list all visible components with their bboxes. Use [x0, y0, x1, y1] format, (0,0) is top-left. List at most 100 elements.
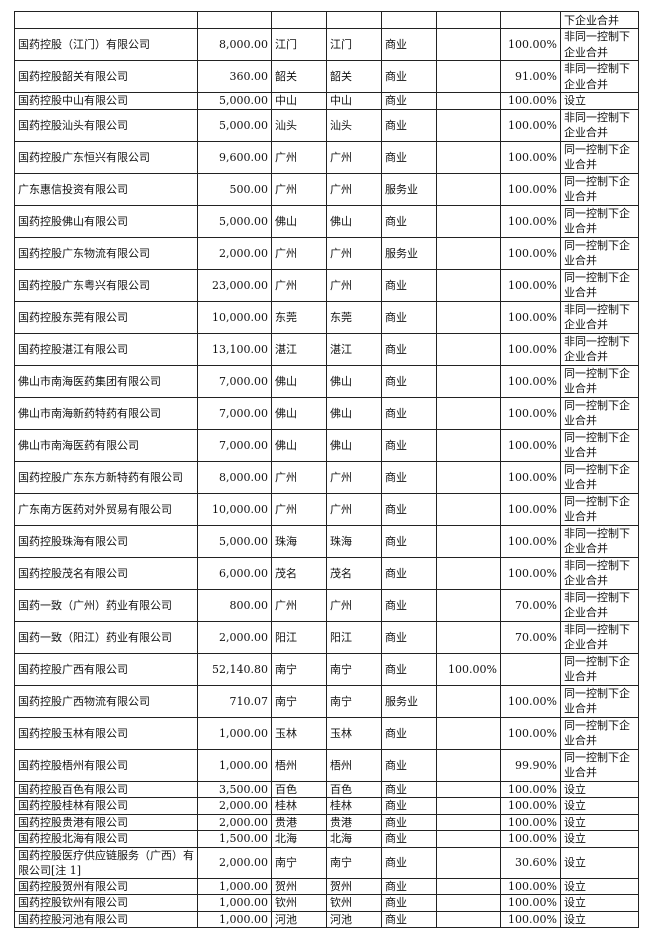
- indirect-holding: 70.00%: [500, 620, 561, 654]
- business-nature: 商业: [381, 28, 437, 61]
- table-row: 佛山市南海医药集团有限公司 7,000.00 佛山 佛山 商业 100.00% 同一控制下企…: [14, 364, 639, 398]
- indirect-holding: 100.00%: [500, 780, 561, 798]
- registered-capital: 13,100.00: [197, 332, 272, 366]
- main-location: 南宁: [271, 652, 327, 686]
- company-name: 国药一致（阳江）药业有限公司: [14, 620, 198, 654]
- company-name: 国药控股梧州有限公司: [14, 748, 198, 782]
- table-row: 广东南方医药对外贸易有限公司 10,000.00 广州 广州 商业 100.00% 同一控制…: [14, 492, 639, 526]
- indirect-holding: 100.00%: [500, 894, 561, 912]
- acquisition-method: 同一控制下企业合并: [560, 268, 639, 302]
- company-name: 国药一致（广州）药业有限公司: [14, 588, 198, 622]
- main-location: 佛山: [271, 364, 327, 398]
- main-location: 广州: [271, 140, 327, 174]
- main-location: 东莞: [271, 300, 327, 334]
- registration-place: 湛江: [326, 332, 382, 366]
- company-name: 国药控股韶关有限公司: [14, 60, 198, 93]
- business-nature: 商业: [381, 140, 437, 174]
- table-row: 国药控股广东恒兴有限公司 9,600.00 广州 广州 商业 100.00% 同一控制下企业…: [14, 140, 639, 174]
- direct-holding: 100.00%: [436, 652, 501, 686]
- direct-holding: [436, 813, 501, 831]
- business-nature: 商业: [381, 588, 437, 622]
- business-nature: 商业: [381, 894, 437, 912]
- main-location: 南宁: [271, 846, 327, 879]
- company-name: 国药控股茂名有限公司: [14, 556, 198, 590]
- company-name: 国药控股百色有限公司: [14, 780, 198, 798]
- main-location: 南宁: [271, 684, 327, 718]
- main-location: 广州: [271, 588, 327, 622]
- registered-capital: 3,500.00: [197, 780, 272, 798]
- indirect-holding: 100.00%: [500, 684, 561, 718]
- registration-place: 广州: [326, 492, 382, 526]
- main-location: 北海: [271, 830, 327, 848]
- direct-holding: [436, 748, 501, 782]
- table-row: 国药控股湛江有限公司 13,100.00 湛江 湛江 商业 100.00% 非同一控制下企业…: [14, 332, 639, 366]
- table-row: 国药一致（阳江）药业有限公司 2,000.00 阳江 阳江 商业 70.00% 非同一控制下…: [14, 620, 639, 654]
- main-location: 玉林: [271, 716, 327, 750]
- indirect-holding: 100.00%: [500, 172, 561, 206]
- registration-place: 南宁: [326, 684, 382, 718]
- registration-place: 佛山: [326, 364, 382, 398]
- registered-capital: 800.00: [197, 588, 272, 622]
- registered-capital: 2,000.00: [197, 620, 272, 654]
- company-name: 国药控股玉林有限公司: [14, 716, 198, 750]
- indirect-holding: 100.00%: [500, 813, 561, 831]
- acquisition-method: 同一控制下企业合并: [560, 428, 639, 462]
- indirect-holding: 100.00%: [500, 910, 561, 928]
- direct-holding: [436, 108, 501, 142]
- business-nature: 商业: [381, 460, 437, 494]
- business-nature: 商业: [381, 428, 437, 462]
- business-nature: 商业: [381, 204, 437, 238]
- business-nature: 商业: [381, 716, 437, 750]
- registration-place: 珠海: [326, 524, 382, 558]
- business-nature: 商业: [381, 846, 437, 879]
- registration-place: 河池: [326, 910, 382, 928]
- business-nature: 商业: [381, 268, 437, 302]
- company-name: 国药控股广西物流有限公司: [14, 684, 198, 718]
- main-location: 佛山: [271, 396, 327, 430]
- main-location: 茂名: [271, 556, 327, 590]
- company-name: 国药控股广西有限公司: [14, 652, 198, 686]
- registration-place: 阳江: [326, 620, 382, 654]
- company-name: 国药控股广东粤兴有限公司: [14, 268, 198, 302]
- main-location: 阳江: [271, 620, 327, 654]
- direct-holding: [436, 716, 501, 750]
- table-row: 国药控股河池有限公司 1,000.00 河池 河池 商业 100.00% 设立: [14, 910, 639, 928]
- direct-holding: [436, 140, 501, 174]
- registration-place: 梧州: [326, 748, 382, 782]
- acquisition-method: 同一控制下企业合并: [560, 684, 639, 718]
- acquisition-method: 非同一控制下企业合并: [560, 60, 639, 93]
- table-row: 国药控股贺州有限公司 1,000.00 贺州 贺州 商业 100.00% 设立: [14, 877, 639, 895]
- direct-holding: [436, 620, 501, 654]
- business-nature: 商业: [381, 620, 437, 654]
- business-nature: 商业: [381, 92, 437, 110]
- registered-capital: 5,000.00: [197, 92, 272, 110]
- direct-holding: [436, 172, 501, 206]
- company-name: 国药控股珠海有限公司: [14, 524, 198, 558]
- acquisition-method: 非同一控制下企业合并: [560, 332, 639, 366]
- acquisition-method: 设立: [560, 910, 639, 928]
- business-nature: 商业: [381, 108, 437, 142]
- registered-capital: 6,000.00: [197, 556, 272, 590]
- business-nature: 商业: [381, 797, 437, 815]
- company-name: 国药控股东莞有限公司: [14, 300, 198, 334]
- registration-place: 广州: [326, 588, 382, 622]
- direct-holding: [436, 556, 501, 590]
- acquisition-method: 非同一控制下企业合并: [560, 524, 639, 558]
- company-name: 国药控股中山有限公司: [14, 92, 198, 110]
- table-row: 国药控股广西物流有限公司 710.07 南宁 南宁 服务业 100.00% 同一控制下企业合…: [14, 684, 639, 718]
- main-location: 广州: [271, 492, 327, 526]
- registration-place: 茂名: [326, 556, 382, 590]
- registered-capital: 2,000.00: [197, 797, 272, 815]
- table-row: 国药控股广东东方新特药有限公司 8,000.00 广州 广州 商业 100.00% 同一控制…: [14, 460, 639, 494]
- registered-capital: 5,000.00: [197, 524, 272, 558]
- table-row: 国药控股广东物流有限公司 2,000.00 广州 广州 服务业 100.00% 同一控制下企…: [14, 236, 639, 270]
- indirect-holding: 100.00%: [500, 236, 561, 270]
- main-location: 珠海: [271, 524, 327, 558]
- business-nature: 商业: [381, 780, 437, 798]
- table-row: 佛山市南海医药有限公司 7,000.00 佛山 佛山 商业 100.00% 同一控制下企业合…: [14, 428, 639, 462]
- registered-capital: 9,600.00: [197, 140, 272, 174]
- registration-place: 桂林: [326, 797, 382, 815]
- acquisition-method: 非同一控制下企业合并: [560, 588, 639, 622]
- registered-capital: 710.07: [197, 684, 272, 718]
- direct-holding: [436, 60, 501, 93]
